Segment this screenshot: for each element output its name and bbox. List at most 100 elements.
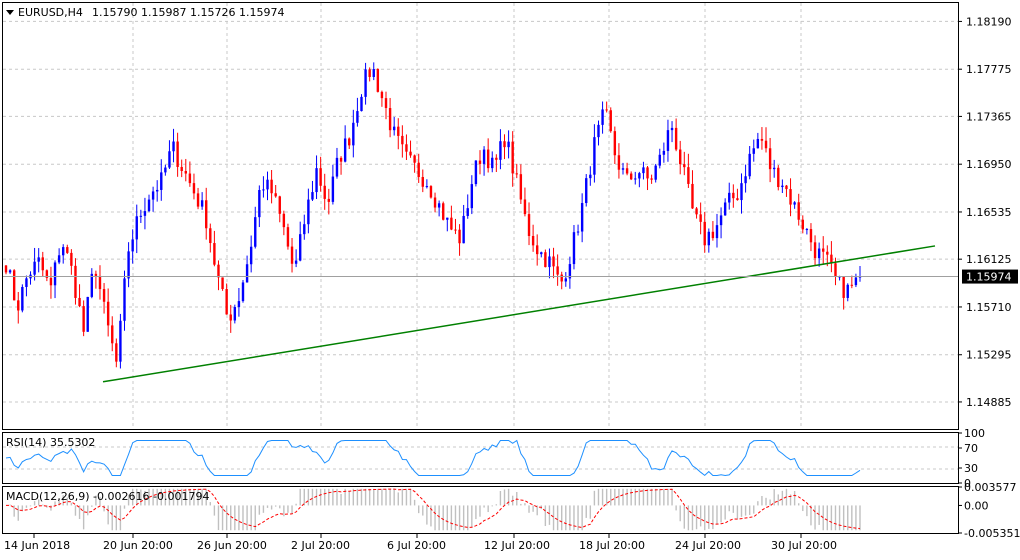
candle	[295, 249, 297, 267]
candle-body	[25, 278, 27, 287]
candle	[491, 151, 493, 172]
candle	[217, 260, 219, 290]
rsi-tick-label: 30	[964, 462, 978, 475]
candle	[352, 110, 354, 158]
price-panel-frame	[3, 3, 959, 430]
candle	[663, 143, 665, 163]
candle-body	[258, 190, 260, 217]
candle-body	[340, 158, 342, 162]
candle	[340, 156, 342, 175]
candle	[695, 207, 697, 219]
candle-body	[736, 198, 738, 200]
candle	[185, 159, 187, 181]
candle-body	[319, 168, 321, 186]
candle	[446, 218, 448, 232]
candle	[659, 149, 661, 169]
candle	[37, 248, 39, 272]
candle	[336, 148, 338, 179]
candle	[748, 146, 750, 179]
time-tick-label: 18 Jul 20:00	[579, 539, 645, 552]
candle-body	[270, 180, 272, 194]
candle-body	[675, 128, 677, 150]
candle	[422, 169, 424, 192]
candle-body	[201, 200, 203, 206]
candle	[307, 189, 309, 234]
candle-body	[765, 141, 767, 149]
candle	[250, 236, 252, 273]
rsi-tick-label: 70	[964, 442, 978, 455]
candle-body	[274, 193, 276, 196]
price-tick-label: 1.14885	[966, 396, 1012, 409]
candle	[103, 283, 105, 314]
candle	[597, 121, 599, 146]
candle	[610, 107, 612, 132]
candle	[46, 269, 48, 281]
candle-body	[708, 232, 710, 245]
candle	[605, 102, 607, 113]
candle	[532, 225, 534, 252]
candle	[495, 154, 497, 172]
candle	[524, 188, 526, 217]
candle	[127, 242, 129, 287]
candle-body	[663, 151, 665, 155]
candle-body	[614, 131, 616, 155]
candle-body	[802, 220, 804, 230]
candle-body	[168, 151, 170, 167]
dropdown-arrow-icon[interactable]	[6, 10, 14, 15]
candle-body	[793, 202, 795, 204]
candle-body	[842, 276, 844, 297]
candle	[197, 188, 199, 209]
candle-body	[626, 168, 628, 173]
candle	[356, 98, 358, 127]
candle-body	[422, 177, 424, 187]
candle-body	[601, 109, 603, 124]
candle-body	[740, 183, 742, 200]
candle-body	[487, 150, 489, 169]
candle-body	[307, 200, 309, 225]
candle	[528, 202, 530, 245]
candle	[291, 238, 293, 272]
candle	[25, 276, 27, 297]
time-tick-label: 6 Jul 20:00	[387, 539, 446, 552]
candle-body	[291, 247, 293, 264]
candle	[417, 154, 419, 183]
candle	[438, 201, 440, 217]
candle-body	[401, 136, 403, 144]
price-tick-label: 1.15710	[966, 301, 1012, 314]
candle-body	[213, 243, 215, 265]
candle	[324, 174, 326, 210]
candle	[360, 94, 362, 111]
candle	[201, 192, 203, 210]
candle-body	[238, 301, 240, 307]
candle-body	[548, 256, 550, 267]
candle-body	[295, 261, 297, 264]
price-panel[interactable]: 1.181901.177751.173651.169501.165351.161…	[3, 3, 1019, 430]
candle-body	[561, 275, 563, 282]
candle	[679, 141, 681, 174]
candle-body	[119, 321, 121, 362]
candle-body	[156, 190, 158, 191]
candle-body	[683, 164, 685, 167]
candle-body	[438, 203, 440, 207]
candle	[152, 187, 154, 212]
candle	[54, 260, 56, 298]
price-tick-label: 1.15295	[966, 349, 1012, 362]
candle	[78, 284, 80, 307]
candle-body	[50, 278, 52, 285]
rsi-tick-label: 100	[964, 427, 985, 440]
candle-body	[360, 97, 362, 111]
candle	[724, 198, 726, 216]
candle-body	[389, 108, 391, 130]
candle	[62, 244, 64, 263]
candle	[213, 231, 215, 266]
candle	[29, 271, 31, 284]
candle-body	[37, 257, 39, 261]
candle-body	[712, 232, 714, 238]
candle-body	[197, 193, 199, 206]
candle	[642, 162, 644, 180]
candle-body	[810, 229, 812, 242]
candle	[471, 175, 473, 214]
